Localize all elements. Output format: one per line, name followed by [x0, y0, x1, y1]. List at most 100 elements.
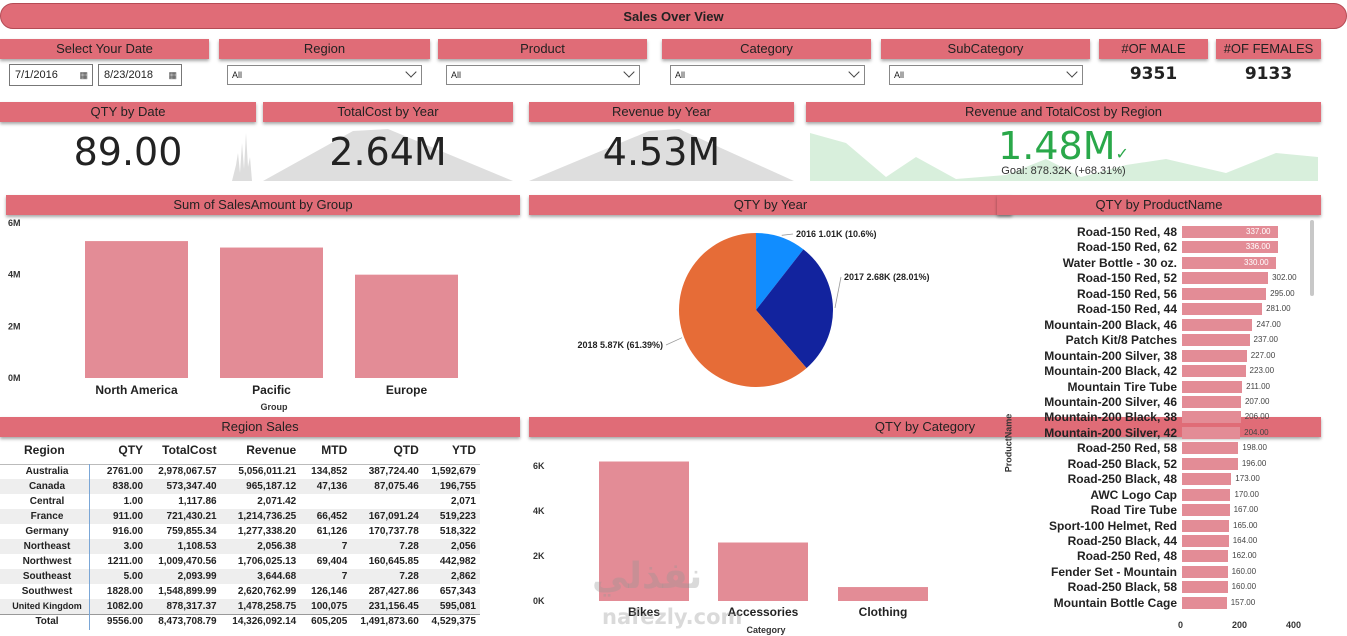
start-date-input[interactable]: 7/1/2016 ▦ [9, 64, 93, 86]
subcategory-dropdown[interactable]: All [889, 65, 1083, 85]
bar[interactable] [838, 587, 928, 601]
pie-slice[interactable] [679, 233, 807, 387]
female-count-value: 9133 [1244, 64, 1293, 84]
product-bar[interactable] [1182, 349, 1247, 362]
product-bar[interactable] [1182, 596, 1227, 609]
product-bar[interactable] [1182, 318, 1253, 331]
col-header-totalcost[interactable]: TotalCost [162, 442, 217, 457]
y-tick-label: 4K [533, 506, 545, 516]
region-sales-title: Region Sales [0, 417, 520, 437]
product-filter-label: Product [438, 39, 647, 59]
calendar-icon[interactable]: ▦ [79, 70, 88, 80]
value-cell: 657,343 [439, 586, 476, 597]
col-header-mtd[interactable]: MTD [321, 442, 348, 457]
col-header-region[interactable]: Region [24, 442, 65, 457]
revenue-cost-region-value: 1.48M✓ [806, 124, 1321, 168]
region-dropdown[interactable]: All [227, 65, 422, 85]
product-bar[interactable] [1182, 256, 1277, 269]
bar[interactable] [85, 241, 188, 378]
product-name-label: Road-250 Black, 58 [1067, 580, 1177, 595]
end-date-input[interactable]: 8/23/2018 ▦ [98, 64, 182, 86]
product-name-label: Road-150 Red, 56 [1076, 286, 1177, 301]
product-bar[interactable] [1182, 550, 1229, 563]
value-cell: 61,126 [316, 526, 348, 537]
product-value-label: 167.00 [1233, 505, 1259, 515]
product-bar[interactable] [1182, 365, 1246, 378]
col-header-ytd[interactable]: YTD [452, 442, 476, 457]
product-value-label: 164.00 [1232, 536, 1258, 545]
product-bar[interactable] [1182, 457, 1238, 470]
table-row[interactable]: Northeast 3.00 1,108.53 2,056.38 7 7.28 2,056 [0, 539, 480, 554]
product-name-label: Road-150 Red, 52 [1076, 271, 1177, 286]
product-bar[interactable] [1182, 565, 1228, 578]
product-name-label: Road-250 Red, 48 [1076, 549, 1177, 564]
product-name-label: Sport-100 Helmet, Red [1048, 518, 1177, 533]
table-row[interactable]: Canada 838.00 573,347.40 965,187.12 47,136 87… [0, 479, 480, 494]
table-row[interactable]: Germany 916.00 759,855.34 1,277,338.20 61,12… [0, 524, 480, 539]
product-bar[interactable] [1182, 287, 1267, 300]
table-header-row: Region QTY TotalCost Revenue MTD QTD YTD [0, 436, 480, 464]
bar[interactable] [220, 247, 323, 378]
region-sales-table: Region QTY TotalCost Revenue MTD QTD YTD… [0, 436, 480, 629]
total-value-cell: 4,529,375 [422, 613, 480, 629]
value-cell: 838.00 [112, 481, 144, 492]
value-cell: 7.28 [399, 541, 419, 552]
total-value-cell: 14,326,092.14 [220, 613, 301, 629]
x-tick-label: 0 [1178, 620, 1184, 630]
calendar-icon[interactable]: ▦ [168, 70, 177, 80]
female-count-label: #OF FEMALES [1216, 39, 1321, 59]
bar[interactable] [599, 461, 689, 602]
pie-slice[interactable] [756, 249, 833, 369]
product-bar[interactable] [1182, 395, 1241, 408]
col-header-revenue[interactable]: Revenue [246, 442, 297, 457]
table-row[interactable]: Southwest 1828.00 1,548,899.99 2,620,762.99… [0, 584, 480, 599]
product-dropdown-value: All [451, 70, 462, 80]
x-tick-label: Bikes [628, 605, 660, 619]
col-header-qty[interactable]: QTY [118, 442, 144, 457]
product-bar[interactable] [1182, 426, 1241, 439]
product-bar[interactable] [1182, 334, 1250, 347]
product-bar[interactable] [1182, 303, 1263, 316]
category-dropdown-value: All [675, 70, 686, 80]
y-tick-label: 2K [533, 551, 545, 561]
qty-sparkline [232, 133, 252, 181]
x-axis-label: Category [746, 625, 785, 635]
revenue-by-year-value: 4.53M [602, 130, 721, 174]
value-cell: 1,277,338.20 [237, 526, 297, 537]
product-bar[interactable] [1182, 473, 1232, 486]
category-dropdown[interactable]: All [670, 65, 865, 85]
value-cell: 2,093.99 [177, 571, 217, 582]
product-bar[interactable] [1182, 241, 1278, 254]
product-bar[interactable] [1182, 411, 1241, 424]
product-name-label: Road-150 Red, 44 [1076, 302, 1177, 317]
scrollbar[interactable] [1310, 220, 1314, 296]
table-row[interactable]: Southeast 5.00 2,093.99 3,644.68 7 7.28 2,862 [0, 569, 480, 584]
product-bar[interactable] [1182, 380, 1243, 393]
product-bar[interactable] [1182, 272, 1269, 285]
product-dropdown[interactable]: All [446, 65, 640, 85]
pie-slice[interactable] [756, 233, 804, 310]
bar[interactable] [355, 274, 458, 378]
bar[interactable] [718, 542, 808, 602]
value-cell: 1,117.86 [178, 496, 217, 507]
product-value-label: 160.00 [1231, 582, 1257, 592]
total-label-cell: Total [0, 613, 99, 629]
product-bar[interactable] [1182, 488, 1231, 501]
col-header-qtd[interactable]: QTD [393, 442, 419, 457]
chevron-down-icon [623, 66, 635, 78]
product-bar[interactable] [1182, 226, 1279, 238]
product-bar[interactable] [1182, 519, 1230, 532]
table-row[interactable]: Australia 2761.00 2,978,067.57 5,056,011.21… [0, 464, 480, 479]
product-bar[interactable] [1182, 442, 1239, 455]
table-row[interactable]: Central 1.00 1,117.86 2,071.42 2,071 [0, 494, 480, 509]
qty-by-year-title: QTY by Year [529, 195, 1012, 215]
product-bar[interactable] [1182, 504, 1230, 517]
product-bar[interactable] [1182, 581, 1228, 594]
table-row[interactable]: Northwest 1211.00 1,009,470.56 1,706,025.13… [0, 554, 480, 569]
table-row[interactable]: France 911.00 721,430.21 1,214,736.25 66,452… [0, 509, 480, 524]
value-cell: 1,009,470.56 [158, 556, 217, 567]
table-row[interactable]: United Kingdom 1082.00 878,317.37 1,478,258… [0, 599, 480, 614]
product-bar[interactable] [1182, 535, 1229, 547]
dashboard-title: Sales Over View [0, 3, 1347, 29]
region-sparkline [810, 133, 1318, 181]
